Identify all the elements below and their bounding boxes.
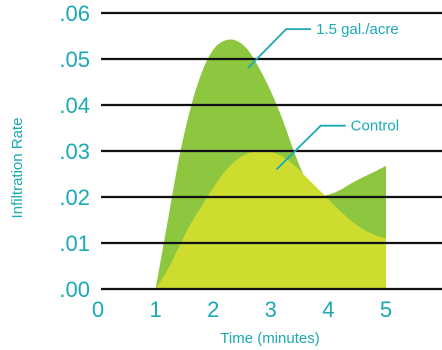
x-tick-label: 1 <box>149 297 161 322</box>
y-tick-label: .03 <box>59 139 90 164</box>
y-tick-label: .01 <box>59 231 90 256</box>
y-tick-label: .02 <box>59 185 90 210</box>
y-tick-label: .04 <box>59 93 90 118</box>
x-tick-label: 2 <box>207 297 219 322</box>
leader-line <box>248 29 311 68</box>
y-tick-label-layer: .00 .01 .02 .03 .04 .05 .06 <box>59 1 90 302</box>
area-layer <box>156 39 386 289</box>
x-tick-label: 3 <box>265 297 277 322</box>
y-axis-label: Infiltration Rate <box>9 118 26 219</box>
series-label-1-5-gal-acre: 1.5 gal./acre <box>316 21 399 38</box>
series-label-control: Control <box>351 118 399 135</box>
x-tick-label: 5 <box>380 297 392 322</box>
y-tick-label: .05 <box>59 47 90 72</box>
x-tick-label: 4 <box>322 297 334 322</box>
x-tick-label: 0 <box>92 297 104 322</box>
x-axis-label: Time (minutes) <box>220 330 319 347</box>
x-tick-label-layer: 0 1 2 3 4 5 <box>92 297 392 322</box>
y-tick-label: .00 <box>59 277 90 302</box>
y-tick-label: .06 <box>59 1 90 26</box>
